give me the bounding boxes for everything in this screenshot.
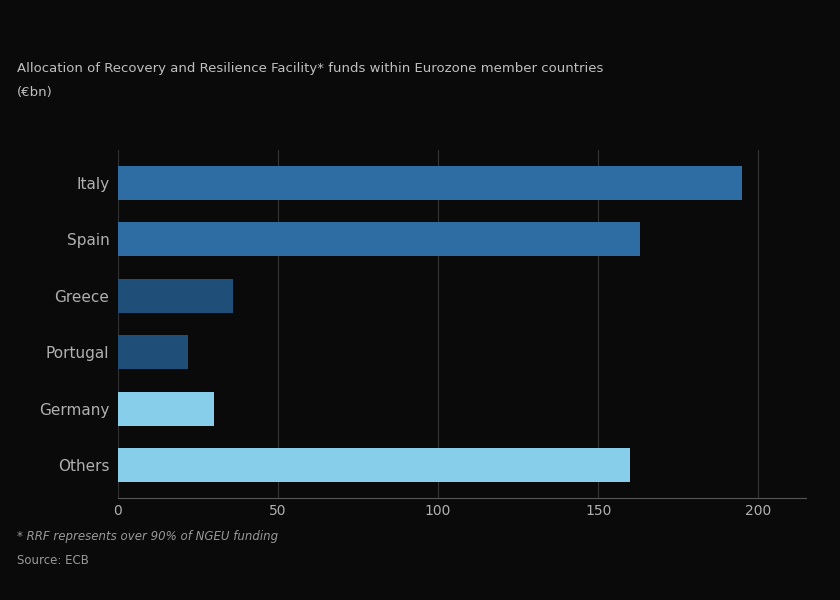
Bar [118,335,188,369]
Bar [118,448,630,482]
Text: Allocation of Recovery and Resilience Facility* funds within Eurozone member cou: Allocation of Recovery and Resilience Fa… [17,62,603,75]
Bar [118,223,640,256]
Bar [118,392,213,425]
Bar [118,166,743,200]
Text: * RRF represents over 90% of NGEU funding: * RRF represents over 90% of NGEU fundin… [17,530,278,543]
Text: Source: ECB: Source: ECB [17,554,89,567]
Text: (€bn): (€bn) [17,86,53,99]
Bar [118,279,233,313]
